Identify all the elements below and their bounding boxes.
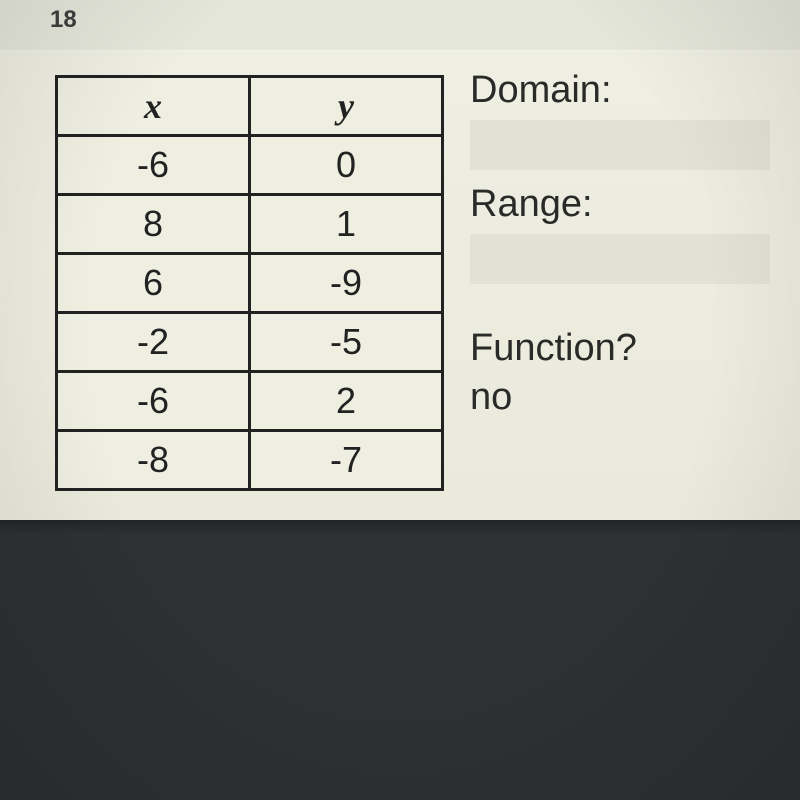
spacer (470, 298, 770, 328)
col-header-x: x (57, 77, 250, 136)
table-header-row: x y (57, 77, 443, 136)
content-strip: x y -6 0 8 1 6 -9 (0, 50, 800, 520)
cell-x: -6 (57, 372, 250, 431)
range-blank[interactable] (470, 234, 770, 284)
table-row: -6 0 (57, 136, 443, 195)
domain-label: Domain: (470, 70, 770, 112)
cell-x: -8 (57, 431, 250, 490)
table-row: 6 -9 (57, 254, 443, 313)
cell-y: -7 (250, 431, 443, 490)
range-label: Range: (470, 184, 770, 226)
cell-y: 2 (250, 372, 443, 431)
xy-table: x y -6 0 8 1 6 -9 (55, 75, 444, 491)
function-label: Function? (470, 328, 770, 370)
question-number: 18 (50, 6, 77, 34)
cell-y: 1 (250, 195, 443, 254)
table-row: -2 -5 (57, 313, 443, 372)
cell-y: -5 (250, 313, 443, 372)
shadow-edge (0, 520, 800, 534)
cell-x: -2 (57, 313, 250, 372)
table-row: 8 1 (57, 195, 443, 254)
answer-labels: Domain: Range: Function? no (470, 70, 770, 427)
cell-y: -9 (250, 254, 443, 313)
col-header-y: y (250, 77, 443, 136)
dark-background-strip (0, 520, 800, 800)
cell-x: 6 (57, 254, 250, 313)
function-answer: no (470, 377, 770, 419)
cell-x: 8 (57, 195, 250, 254)
table-row: -8 -7 (57, 431, 443, 490)
xy-table-wrap: x y -6 0 8 1 6 -9 (55, 75, 444, 491)
cell-y: 0 (250, 136, 443, 195)
worksheet-photo: 18 x y -6 0 8 1 (0, 0, 800, 800)
cell-x: -6 (57, 136, 250, 195)
table-row: -6 2 (57, 372, 443, 431)
domain-blank[interactable] (470, 120, 770, 170)
